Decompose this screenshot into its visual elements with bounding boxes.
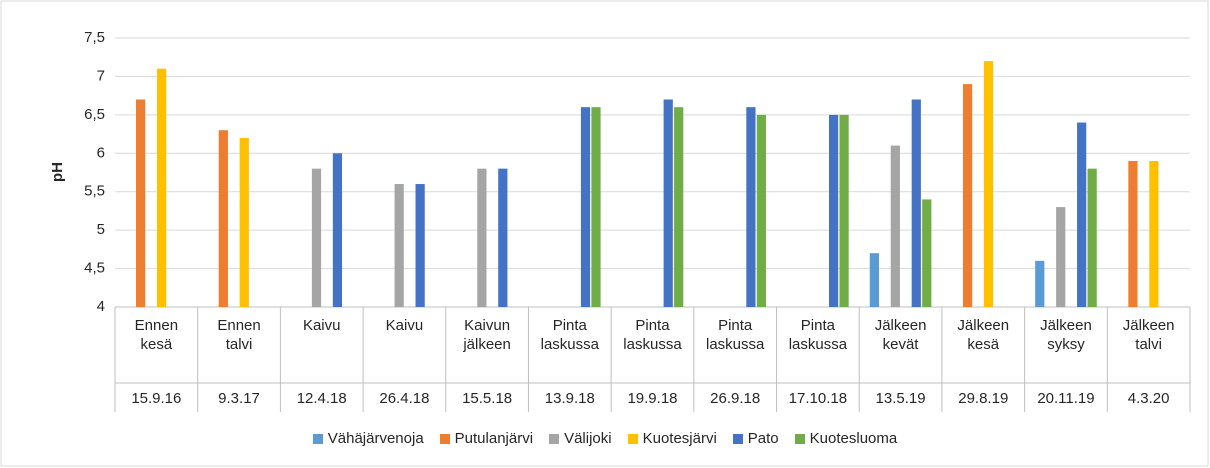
x-date-label: 26.4.18 [379,390,430,407]
legend-swatch [439,433,450,444]
bar [746,107,756,308]
x-date-label: 15.5.18 [462,390,513,407]
y-tick-label: 7,5 [84,29,105,46]
x-category-label: Jälkeen talvi [1122,317,1175,353]
x-category-label: Ennen kesä [134,317,179,353]
bar [156,68,167,307]
bar [136,99,146,307]
x-date-label: 15.9.16 [131,390,182,407]
bar [498,168,508,307]
bar [477,168,487,307]
x-category-label: Kaivun jälkeen [463,317,511,353]
bar [890,145,900,307]
legend-swatch [627,433,638,444]
bar [922,199,932,307]
legend-swatch [732,433,743,444]
y-tick-label: 6,5 [84,106,105,123]
x-date-label: 20.11.19 [1037,390,1095,407]
bar [1056,207,1066,307]
bar [1149,160,1159,307]
x-category-label: Kaivu [385,317,424,334]
x-date-label: 9.3.17 [218,390,260,407]
legend: Vähäjärvenoja Putulanjärvi Välijoki Kuotesj… [0,430,1210,447]
legend-item: Putulanjärvi [439,430,534,447]
legend-swatch [794,433,805,444]
x-category-label: Pinta laskussa [788,317,848,353]
y-tick-label: 5 [97,221,105,238]
x-date-label: 26.9.18 [710,390,761,407]
y-tick-label: 6 [97,144,105,161]
x-date-label: 13.9.18 [544,390,595,407]
legend-label: Kuotesjärvi [642,430,717,447]
legend-swatch [312,433,323,444]
x-category-label: Kaivu [302,317,341,334]
bar [332,153,343,307]
bar [1087,168,1097,307]
legend-item: Kuotesluoma [794,430,898,447]
x-category-label: Pinta laskussa [623,317,682,353]
bar [663,99,673,307]
x-category-label: Jälkeen kevät [874,317,927,353]
bar [911,99,921,307]
bar [311,168,322,307]
bar [591,107,601,308]
bar [869,253,879,307]
bar [1128,160,1138,307]
y-tick-label: 5,5 [84,183,105,200]
legend-item: Pato [732,430,779,447]
legend-label: Vähäjärvenoja [327,430,424,447]
x-date-label: 17.10.18 [788,390,848,407]
x-category-label: Pinta laskussa [540,317,599,353]
bar [239,137,249,307]
x-date-label: 12.4.18 [296,390,347,407]
x-category-label: Ennen talvi [217,317,261,353]
legend-label: Putulanjärvi [454,430,534,447]
x-category-label: Pinta laskussa [706,317,765,353]
bar [828,114,839,307]
legend-label: Pato [747,430,779,447]
x-date-label: 19.9.18 [627,390,678,407]
legend-label: Kuotesluoma [809,430,898,447]
bar [674,107,684,308]
legend-swatch [549,433,560,444]
legend-item: Kuotesjärvi [627,430,717,447]
bar [580,107,591,308]
bar [415,184,425,307]
legend-label: Välijoki [564,430,612,447]
bar [839,114,849,307]
legend-item: Välijoki [549,430,612,447]
x-date-label: 4.3.20 [1127,390,1170,407]
bar [218,130,228,307]
x-date-label: 13.5.19 [875,390,926,407]
x-category-label: Jälkeen kesä [957,317,1010,353]
bar [1035,260,1045,307]
y-tick-label: 4 [97,298,105,315]
y-axis-label: pH [49,162,66,182]
y-tick-label: 4,5 [84,260,105,277]
bar [1077,122,1087,308]
bar [394,184,404,307]
bar [983,61,994,307]
bar [962,84,973,307]
y-tick-label: 7 [97,67,105,84]
x-category-label: Jälkeen syksy [1040,317,1092,353]
legend-item: Vähäjärvenoja [312,430,424,447]
x-date-label: 29.8.19 [958,390,1009,407]
bar [756,114,766,307]
